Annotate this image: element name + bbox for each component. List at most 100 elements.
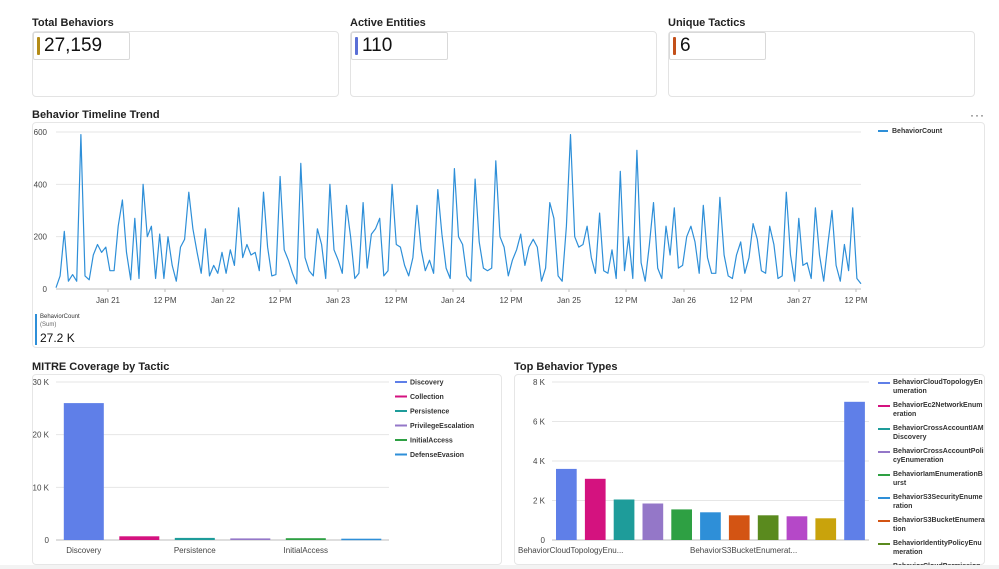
x-tick-label: Jan 25 — [557, 296, 582, 305]
legend-label: BehaviorS3SecurityEnumeration — [893, 494, 983, 510]
bar-privilegeescalation — [230, 538, 271, 540]
bar-behavioriamenumerationburst — [671, 509, 692, 540]
x-tick-label: Discovery — [66, 546, 101, 555]
mitre-title: MITRE Coverage by Tactic — [32, 361, 170, 373]
bar-behaviorcloudtopologyenumeration — [556, 468, 577, 540]
legend-swatch — [878, 497, 890, 499]
bar-behaviors3securityenumeration — [700, 512, 721, 540]
x-tick-label: Jan 23 — [326, 296, 351, 305]
bar-persistence — [174, 537, 215, 540]
legend-label: BehaviorCloudTopologyEnumeration — [893, 379, 983, 395]
unique-tactics-value: 6 — [680, 35, 691, 56]
y-tick-label: 0 — [43, 285, 48, 294]
legend-swatch — [878, 428, 890, 430]
total-behaviors-tile[interactable]: 27,159 — [32, 31, 339, 97]
legend-item[interactable]: BehaviorCrossAccountPolicyEnumeration — [878, 447, 985, 465]
legend-swatch — [878, 520, 890, 522]
legend-item[interactable]: BehaviorEc2NetworkEnumeration — [878, 401, 985, 419]
x-tick-label: 12 PM — [384, 296, 407, 305]
summary-sub-label: (Sum) — [40, 322, 57, 328]
x-tick-label: 12 PM — [153, 296, 176, 305]
bar-defenseevasion — [341, 538, 382, 541]
total-behaviors-accent — [37, 37, 40, 55]
timeline-panel — [32, 122, 985, 348]
timeline-chart[interactable]: 600 400 200 0 Jan 21 12 PM Jan 22 12 PM Jan 23 12… — [32, 122, 985, 312]
timeline-title: Behavior Timeline Trend — [32, 109, 160, 121]
legend-label-persistence: Persistence — [410, 409, 449, 416]
bar-discovery — [63, 403, 104, 540]
bottom-scroll-strip — [0, 565, 999, 569]
y-tick-label: 20 K — [33, 431, 50, 440]
x-tick-label: Jan 22 — [211, 296, 236, 305]
x-tick-label: Jan 24 — [441, 296, 466, 305]
legend-label: BehaviorIdentityPolicyEnumeration — [893, 540, 982, 556]
total-behaviors-box: 27,159 — [33, 32, 130, 60]
x-tick-label: 12 PM — [844, 296, 867, 305]
mitre-chart[interactable]: 30 K 20 K 10 K 0 Discovery Persistence Initial… — [32, 374, 502, 565]
legend-item[interactable]: BehaviorCloudTopologyEnumeration — [878, 378, 985, 396]
legend-label: BehaviorS3BucketEnumeration — [893, 517, 985, 533]
x-tick-label: Persistence — [174, 546, 216, 555]
bar-initialaccess — [285, 538, 326, 540]
more-options-button[interactable]: ··· — [970, 108, 985, 122]
summary-label: BehaviorCount — [40, 314, 80, 320]
unique-tactics-accent — [673, 37, 676, 55]
active-entities-value: 110 — [362, 35, 393, 56]
legend-label-collection: Collection — [410, 394, 444, 401]
top-types-title: Top Behavior Types — [514, 361, 618, 373]
y-tick-label: 4 K — [533, 457, 546, 466]
x-tick-label: 12 PM — [499, 296, 522, 305]
legend-label: BehaviorCrossAccountPolicyEnumeration — [893, 448, 984, 464]
legend-swatch — [878, 382, 890, 384]
x-tick-label: 12 PM — [268, 296, 291, 305]
y-tick-label: 0 — [541, 536, 546, 545]
bar-behaviors3bucketenumeration — [728, 515, 750, 540]
legend-label-privilegeescalation: PrivilegeEscalation — [410, 423, 474, 430]
bar-behaviorcrossaccountiamdiscovery — [613, 499, 635, 540]
active-entities-box: 110 — [351, 32, 448, 60]
bar-others — [844, 401, 865, 541]
legend-item[interactable]: BehaviorS3SecurityEnumeration — [878, 493, 985, 511]
active-entities-accent — [355, 37, 358, 55]
x-tick-label: Jan 27 — [787, 296, 812, 305]
legend-label-defenseevasion: DefenseEvasion — [410, 452, 464, 459]
legend-swatch — [878, 405, 890, 407]
active-entities-title: Active Entities — [350, 17, 426, 29]
x-tick-label: Jan 21 — [96, 296, 121, 305]
mitre-panel — [32, 374, 502, 565]
legend-label-initialaccess: InitialAccess — [410, 438, 453, 445]
bar-behavioridentitypolicyenumeration — [757, 515, 779, 540]
unique-tactics-tile[interactable]: 6 — [668, 31, 975, 97]
unique-tactics-box: 6 — [669, 32, 766, 60]
x-tick-label: 12 PM — [614, 296, 637, 305]
y-tick-label: 10 K — [33, 483, 50, 492]
legend-label: BehaviorCount — [892, 128, 943, 135]
legend-item[interactable]: BehaviorS3BucketEnumeration — [878, 516, 985, 534]
y-tick-label: 30 K — [33, 378, 50, 387]
legend-swatch — [878, 474, 890, 476]
y-tick-label: 6 K — [533, 418, 546, 427]
x-tick-label: InitialAccess — [284, 546, 328, 555]
y-tick-label: 600 — [34, 128, 48, 137]
x-tick-label: Jan 26 — [672, 296, 697, 305]
y-tick-label: 2 K — [533, 497, 546, 506]
y-tick-label: 200 — [34, 233, 48, 242]
active-entities-tile[interactable]: 110 — [350, 31, 657, 97]
bar-behaviorec2networkenumeration — [584, 478, 606, 540]
summary-value: 27.2 K — [40, 331, 75, 345]
y-tick-label: 400 — [34, 180, 48, 189]
legend-item[interactable]: BehaviorIdentityPolicyEnumeration — [878, 539, 985, 557]
bar-behaviorcloudpermission — [786, 516, 808, 540]
legend-label: BehaviorCrossAccountIAMDiscovery — [893, 425, 984, 441]
series-line-behaviorcount — [55, 134, 862, 288]
unique-tactics-title: Unique Tactics — [668, 17, 746, 29]
x-tick-label: 12 PM — [729, 296, 752, 305]
legend-label: BehaviorEc2NetworkEnumeration — [893, 402, 983, 418]
x-tick-label: BehaviorCloudTopologyEnu... — [518, 546, 623, 555]
bar-collection — [119, 536, 160, 540]
top-types-chart[interactable]: 8 K 6 K 4 K 2 K 0BehaviorCloudTopologyEnu...… — [514, 374, 874, 565]
legend-item[interactable]: BehaviorCrossAccountIAMDiscovery — [878, 424, 985, 442]
top-types-legend[interactable]: BehaviorCloudTopologyEnumeration Behavior… — [878, 378, 985, 569]
legend-item[interactable]: BehaviorIamEnumerationBurst — [878, 470, 985, 488]
bar-other — [815, 518, 837, 540]
